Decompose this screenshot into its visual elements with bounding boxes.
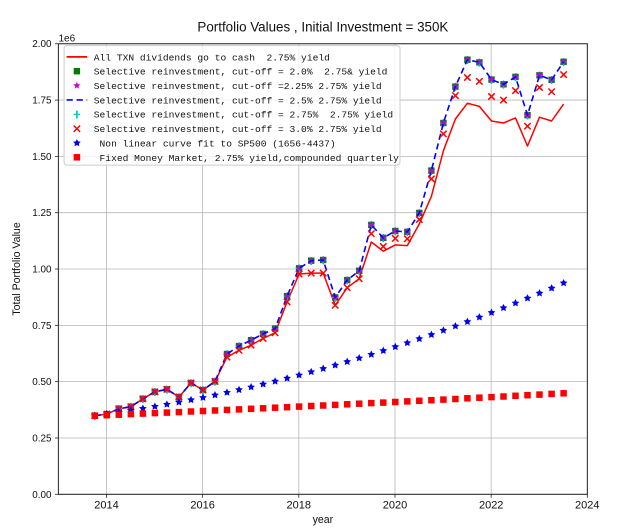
svg-text:1e6: 1e6 [59,33,76,44]
svg-text:Selective reinvestment, cut-of: Selective reinvestment, cut-off = 2.75% … [94,110,393,121]
svg-text:1.25: 1.25 [32,208,52,219]
svg-text:2022: 2022 [479,500,503,512]
svg-text:Selective reinvestment, cut-of: Selective reinvestment, cut-off = 2.0% 2… [94,67,388,78]
svg-text:2014: 2014 [94,500,118,512]
svg-text:2024: 2024 [575,500,599,512]
svg-text:Fixed Money Market, 2.75% yiel: Fixed Money Market, 2.75% yield,compound… [94,153,399,164]
svg-text:2020: 2020 [383,500,407,512]
svg-text:2018: 2018 [287,500,311,512]
svg-text:0.25: 0.25 [32,434,52,445]
svg-text:All TXN dividends go to cash: All TXN dividends go to cash 2.75% yield [94,52,330,63]
svg-text:1.00: 1.00 [32,265,52,276]
svg-text:Non linear curve fit to SP500: Non linear curve fit to SP500 (1656-4437… [94,138,336,149]
svg-text:Portfolio Values , Initial Inv: Portfolio Values , Initial Investment = … [197,19,448,34]
svg-text:0.75: 0.75 [32,321,52,332]
svg-text:year: year [313,514,334,526]
svg-text:1.50: 1.50 [32,152,52,163]
svg-text:2.00: 2.00 [32,39,52,50]
svg-text:1.75: 1.75 [32,96,52,107]
svg-text:0.00: 0.00 [32,490,52,501]
svg-text:Selective reinvestment, cut-of: Selective reinvestment, cut-off = 2.5% 2… [94,95,382,106]
svg-text:Selective reinvestment, cut-of: Selective reinvestment, cut-off = 3.0% 2… [94,124,382,135]
svg-text:Total Portfolio Value: Total Portfolio Value [11,222,23,316]
svg-text:2016: 2016 [190,500,214,512]
svg-text:Selective reinvestment, cut-of: Selective reinvestment, cut-off =2.25% 2… [94,81,382,92]
svg-text:0.50: 0.50 [32,377,52,388]
